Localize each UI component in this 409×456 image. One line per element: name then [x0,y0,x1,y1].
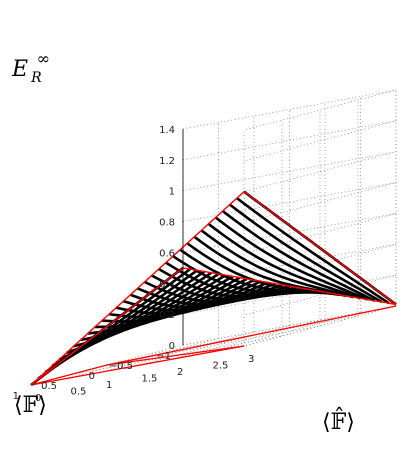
y-tick-label: 1.5 [142,374,158,385]
z-tick-label: 1.4 [159,125,175,136]
grid-panes [30,89,397,386]
z-tick-label: 0 [169,341,175,352]
floor-diagonal [106,305,397,366]
x-tick-label: 0.5 [41,381,57,392]
z-axis-label: E R ∞ [11,49,50,86]
y-axis-label: ⟨𝔽̂⟩ [322,407,355,435]
grid-line [106,325,321,366]
grid-line [243,89,397,131]
z-tick-label: 1.2 [159,156,175,167]
x-tick-label: −0.5 [109,361,133,372]
surface-slice [200,229,354,299]
surface-slice [207,222,361,300]
y-tick-label: 2 [177,367,183,378]
surface-slice [221,209,376,302]
z-tick-label: 0.2 [159,310,175,321]
y-tick-label: 2.5 [213,361,229,372]
z-tick-label: 0.4 [159,279,175,290]
surface-boundary [30,191,397,386]
x-tick-label: 0 [89,371,95,382]
grid-line [182,120,397,161]
floor-outline [30,364,108,386]
surface-mesh [30,190,397,387]
z-tick-label: 0.6 [159,248,175,259]
z-tick-label: 0.8 [159,218,175,229]
y-tick-label: 1 [106,380,112,391]
tick-labels: 00.20.40.60.811.21.4−1−0.500.51 00.511.52… [13,125,255,404]
grid-line [243,120,397,162]
surface-slice [214,216,369,301]
z-axis-label-main: E [11,57,28,82]
z-tick-label: 1 [169,187,175,198]
surface-edge-left [182,267,397,306]
x-tick-label: 1 [13,391,19,402]
z-axis-label-sub: R [30,70,42,86]
surface-edge-back [243,191,397,306]
surface-edge-right [30,191,245,386]
grid-line [182,89,397,130]
x-axis-label: ⟨𝔽⟩ [14,393,47,418]
y-tick-label: 3 [248,354,254,365]
floor-projection [30,305,397,386]
surface-slice [229,203,383,304]
surface-slice [236,197,390,305]
z-axis-label-sup: ∞ [37,49,50,68]
y-tick-label: 0 [35,393,41,404]
x-tick-label: −1 [156,351,171,362]
floor-edge [30,345,245,386]
surface-edge-front [30,267,184,386]
floor-diagonal [106,345,245,366]
y-tick-label: 0.5 [71,387,87,398]
